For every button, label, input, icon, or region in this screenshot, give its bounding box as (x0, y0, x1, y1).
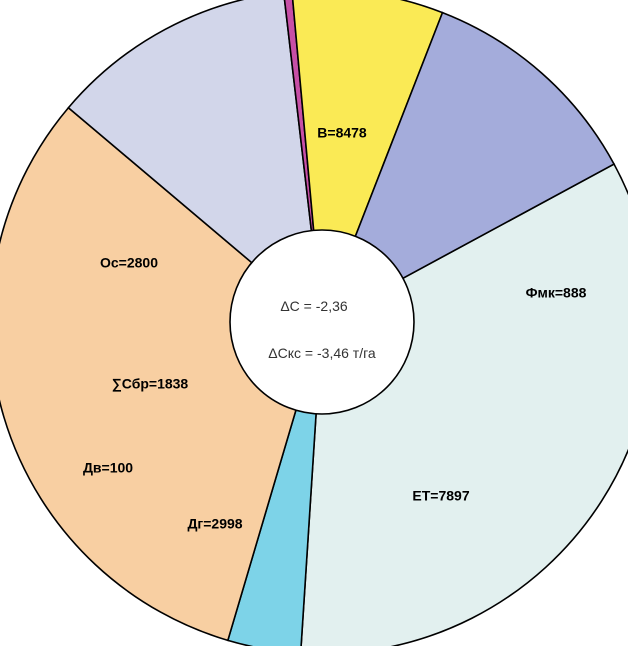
slice-label-6: Ос=2800 (100, 255, 158, 271)
pie-slice-0 (300, 163, 628, 646)
slice-labels: В=8478 Фмк=888 ЕТ=7897 Дг=2998 Дв=100 ∑Сбр=18… (83, 125, 587, 532)
slice-label-4: Дв=100 (83, 460, 133, 476)
slice-label-3: Дг=2998 (187, 516, 242, 532)
slice-label-0: В=8478 (317, 125, 367, 141)
donut-hole (229, 229, 415, 415)
center-text-delta-cks: ΔСкс = -3,46 т/га (268, 345, 376, 361)
pie-slice-2 (0, 106, 323, 642)
center-text-delta-c: ΔС = -2,36 (280, 298, 348, 314)
slice-label-5: ∑Сбр=1838 (112, 376, 189, 393)
pie-slice-4 (283, 0, 323, 323)
slice-label-1: Фмк=888 (526, 285, 587, 301)
slice-label-2: ЕТ=7897 (412, 488, 469, 504)
pie-slice-6 (320, 11, 616, 324)
pie-slice-3 (67, 0, 324, 324)
